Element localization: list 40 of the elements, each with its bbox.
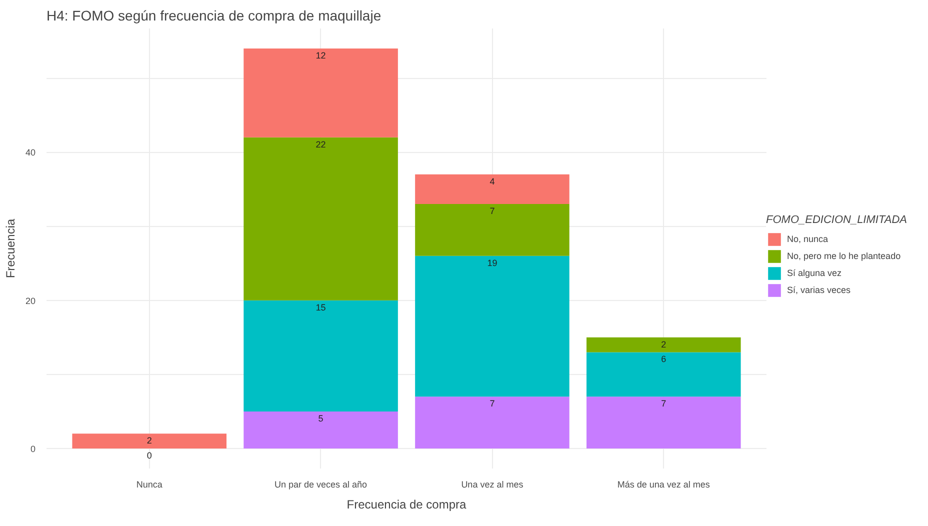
x-tick-label: Un par de veces al año bbox=[274, 480, 368, 490]
data-label: 0 bbox=[146, 450, 152, 460]
data-label: 2 bbox=[146, 436, 152, 446]
legend-label: No, nunca bbox=[787, 234, 828, 244]
x-tick-label: Una vez al mes bbox=[461, 480, 524, 490]
data-label: 22 bbox=[316, 139, 326, 150]
chart-title: H4: FOMO según frecuencia de compra de maquillaje bbox=[46, 8, 382, 24]
x-tick-label: Nunca bbox=[136, 480, 162, 490]
data-label: 6 bbox=[661, 354, 666, 364]
data-label: 19 bbox=[487, 258, 498, 268]
bar bbox=[244, 411, 398, 448]
data-label: 15 bbox=[316, 302, 326, 312]
data-label: 2 bbox=[661, 339, 666, 350]
bar bbox=[415, 174, 570, 204]
legend-label: Sí alguna vez bbox=[787, 268, 842, 278]
y-axis-title: Frecuencia bbox=[3, 218, 18, 278]
legend-label: Sí, varias veces bbox=[787, 285, 851, 295]
bar bbox=[415, 396, 570, 448]
y-tick-label: 20 bbox=[25, 296, 36, 306]
data-label: 7 bbox=[490, 398, 495, 409]
bar bbox=[72, 434, 226, 448]
legend-title: FOMO_EDICION_LIMITADA bbox=[766, 214, 907, 226]
data-label: 4 bbox=[490, 176, 495, 186]
data-label: 7 bbox=[490, 206, 495, 216]
bar bbox=[586, 337, 741, 352]
legend-label: No, pero me lo he planteado bbox=[787, 251, 901, 261]
bar bbox=[586, 352, 741, 397]
data-label: 7 bbox=[661, 398, 666, 409]
bar bbox=[415, 204, 570, 256]
bar bbox=[244, 300, 398, 412]
bar bbox=[244, 137, 398, 300]
y-tick-label: 0 bbox=[30, 444, 36, 454]
bar bbox=[244, 48, 398, 138]
x-axis-title: Frecuencia de compra bbox=[346, 498, 467, 512]
bar bbox=[586, 396, 741, 448]
data-label: 12 bbox=[316, 50, 326, 60]
bar bbox=[415, 256, 570, 397]
x-tick-label: Más de una vez al mes bbox=[617, 480, 710, 490]
y-tick-label: 40 bbox=[25, 148, 36, 158]
data-label: 5 bbox=[318, 413, 324, 424]
